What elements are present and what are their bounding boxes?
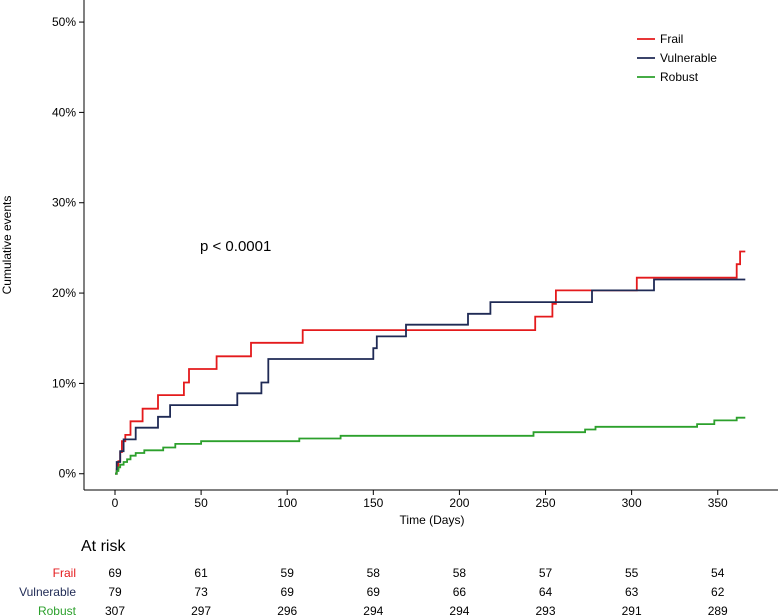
at-risk-value: 69: [367, 585, 381, 599]
x-tick-label: 150: [363, 496, 383, 510]
y-axis-label: Cumulative events: [0, 196, 14, 295]
at-risk-row-label: Frail: [53, 566, 76, 580]
legend: Frail Vulnerable Robust: [637, 32, 717, 84]
x-tick-label: 200: [449, 496, 469, 510]
series-line-robust: [115, 416, 746, 475]
at-risk-value: 69: [281, 585, 295, 599]
series-line-vulnerable: [115, 278, 746, 475]
x-axis-label: Time (Days): [400, 513, 465, 527]
at-risk-value: 69: [108, 566, 122, 580]
x-tick-label: 300: [622, 496, 642, 510]
legend-label: Robust: [660, 70, 699, 84]
at-risk-value: 63: [625, 585, 639, 599]
legend-label: Frail: [660, 32, 683, 46]
x-tick-label: 0: [112, 496, 119, 510]
at-risk-value: 293: [536, 604, 556, 615]
x-tick-label: 50: [194, 496, 208, 510]
x-tick-label: 250: [536, 496, 556, 510]
at-risk-value: 294: [363, 604, 383, 615]
at-risk-value: 297: [191, 604, 211, 615]
y-tick-label: 50%: [52, 15, 76, 29]
at-risk-value: 73: [194, 585, 208, 599]
y-tick-label: 20%: [52, 286, 76, 300]
at-risk-row-label: Vulnerable: [19, 585, 76, 599]
at-risk-row-label: Robust: [38, 604, 77, 615]
series-lines: [115, 250, 746, 475]
at-risk-value: 54: [711, 566, 725, 580]
legend-label: Vulnerable: [660, 51, 717, 65]
at-risk-value: 58: [453, 566, 467, 580]
at-risk-value: 59: [281, 566, 295, 580]
y-tick-label: 10%: [52, 376, 76, 390]
y-tick-label: 0%: [59, 467, 77, 481]
y-tick-label: 40%: [52, 105, 76, 119]
at-risk-value: 294: [449, 604, 469, 615]
at-risk-value: 64: [539, 585, 553, 599]
at-risk-value: 307: [105, 604, 125, 615]
at-risk-value: 57: [539, 566, 553, 580]
at-risk-title: At risk: [81, 538, 126, 555]
axes: 0% 10% 20% 30% 40% 50% 0 50 100 150 200 250 300 350: [52, 0, 778, 510]
at-risk-value: 296: [277, 604, 297, 615]
x-tick-label: 100: [277, 496, 297, 510]
at-risk-value: 61: [194, 566, 208, 580]
at-risk-value: 55: [625, 566, 639, 580]
x-tick-label: 350: [708, 496, 728, 510]
at-risk-value: 66: [453, 585, 467, 599]
at-risk-value: 62: [711, 585, 725, 599]
y-tick-label: 30%: [52, 196, 76, 210]
at-risk-value: 58: [367, 566, 381, 580]
at-risk-value: 79: [108, 585, 122, 599]
p-value-annotation: p < 0.0001: [200, 238, 271, 255]
at-risk-value: 289: [708, 604, 728, 615]
at-risk-value: 291: [622, 604, 642, 615]
at-risk-table: At risk Frail 69 61 59 58 58 57 55 54 Vulnerable 79…: [19, 538, 728, 615]
